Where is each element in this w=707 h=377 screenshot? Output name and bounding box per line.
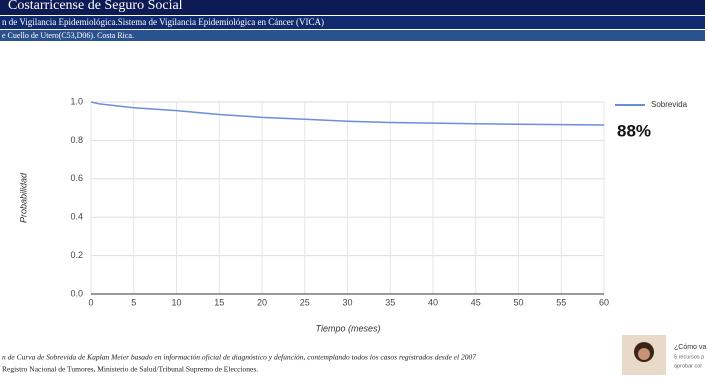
header-title: Costarricense de Seguro Social: [8, 0, 183, 13]
y-tick-label: 0.4: [70, 212, 83, 222]
x-tick-label: 15: [214, 297, 224, 307]
x-tick-label: 30: [342, 297, 352, 307]
x-tick-label: 50: [513, 297, 523, 307]
x-tick-label: 0: [88, 297, 93, 307]
x-tick-label: 35: [385, 297, 395, 307]
sidebar-text[interactable]: aprobar cor: [674, 363, 702, 369]
sidebar-text[interactable]: 5 recursos p: [674, 354, 704, 360]
y-axis-label: Probabilidad: [18, 172, 28, 223]
page: Costarricense de Seguro Social n de Vigi…: [0, 0, 707, 377]
x-tick-label: 55: [556, 297, 566, 307]
y-tick-label: 0.8: [70, 135, 83, 145]
y-tick-label: 0.6: [70, 173, 83, 183]
header-system: n de Vigilancia Epidemiológica.Sistema d…: [2, 17, 324, 27]
x-tick-label: 40: [428, 297, 438, 307]
x-tick-label: 25: [300, 297, 310, 307]
y-tick-label: 0.2: [70, 250, 83, 260]
footer-source: Registro Nacional de Tumores, Ministerio…: [2, 365, 258, 374]
x-tick-label: 60: [599, 297, 609, 307]
sidebar-text[interactable]: ¿Cómo va: [674, 344, 706, 351]
x-tick-label: 20: [257, 297, 267, 307]
header-subtitle: e Cuello de Utero(C53,D06). Costa Rica.: [2, 31, 134, 40]
x-axis-label: Tiempo (meses): [316, 323, 381, 333]
annotation: 88%: [617, 121, 651, 140]
x-tick-label: 10: [171, 297, 181, 307]
y-tick-label: 1.0: [70, 96, 83, 106]
footer-note: n de Curva de Sobrevida de Kaplan Meier …: [2, 353, 476, 362]
legend-label: Sobrevida: [651, 100, 688, 109]
sidebar-image-face: [638, 348, 650, 360]
x-tick-label: 45: [471, 297, 481, 307]
x-tick-label: 5: [131, 297, 136, 307]
y-tick-label: 0.0: [70, 288, 83, 298]
